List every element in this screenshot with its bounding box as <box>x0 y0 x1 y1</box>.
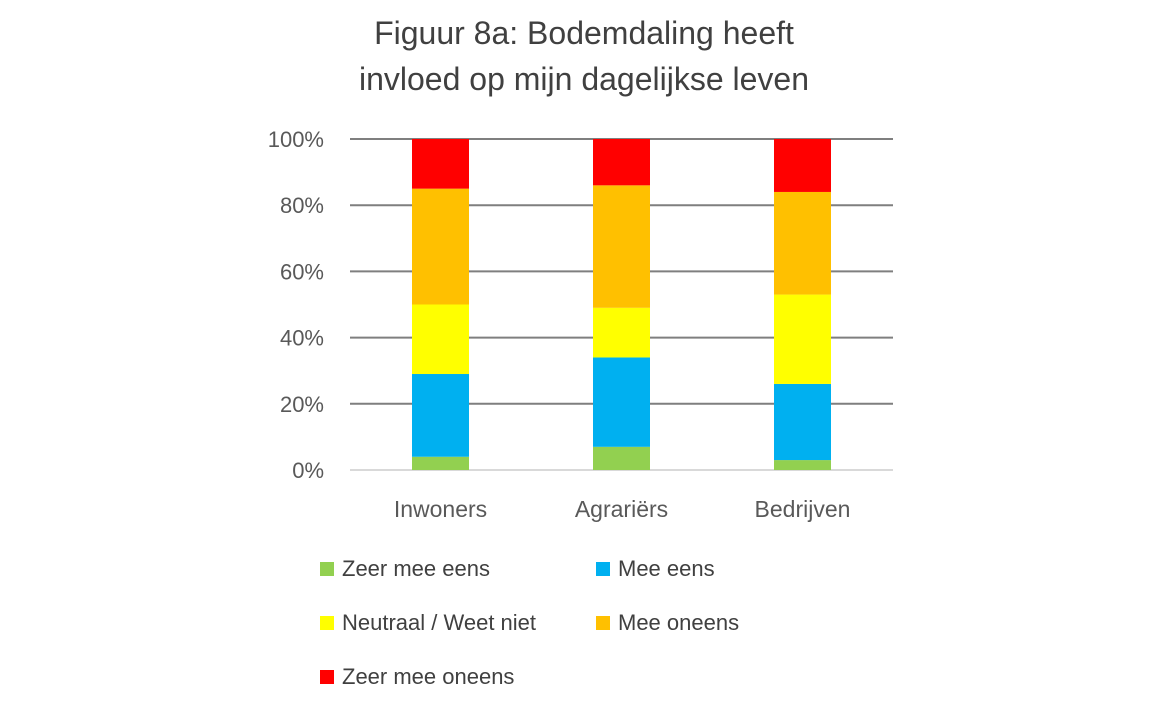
legend-item: Zeer mee oneens <box>320 664 514 690</box>
bar-segment <box>593 307 650 358</box>
legend-label: Zeer mee oneens <box>342 664 515 689</box>
bar-segment <box>412 139 469 189</box>
y-tick-label: 80% <box>280 193 324 218</box>
bar-segment <box>774 191 831 295</box>
legend-swatch <box>320 562 334 576</box>
y-tick-label: 20% <box>280 392 324 417</box>
legend-label: Mee eens <box>618 556 715 581</box>
y-tick-label: 0% <box>292 458 324 483</box>
bar-segment <box>774 294 831 384</box>
bar-segment <box>412 374 469 457</box>
legend-item: Mee oneens <box>596 610 739 636</box>
legend-label: Zeer mee eens <box>342 556 490 581</box>
chart-title: Figuur 8a: Bodemdaling heeft invloed op … <box>0 10 1168 102</box>
bar-segment <box>412 304 469 375</box>
x-tick-label: Agrariërs <box>575 496 668 522</box>
bar-segment <box>774 139 831 192</box>
chart-title-line-2: invloed op mijn dagelijkse leven <box>358 61 810 97</box>
bar-segment <box>412 188 469 305</box>
legend-swatch <box>596 562 610 576</box>
bar-segment <box>593 446 650 470</box>
chart-title-line-1: Figuur 8a: Bodemdaling heeft <box>374 15 794 51</box>
legend-item: Zeer mee eens <box>320 556 490 582</box>
legend-swatch <box>320 616 334 630</box>
legend-label: Mee oneens <box>618 610 740 635</box>
bar-segment <box>412 456 469 470</box>
legend-swatch <box>596 616 610 630</box>
bar-segment <box>593 139 650 186</box>
bar-segment <box>593 357 650 447</box>
bar-segment <box>774 460 831 470</box>
legend-item: Neutraal / Weet niet <box>320 610 536 636</box>
legend-item: Mee eens <box>596 556 715 582</box>
y-tick-label: 100% <box>268 127 324 152</box>
legend-label: Neutraal / Weet niet <box>342 610 537 635</box>
y-tick-label: 60% <box>280 259 324 284</box>
x-tick-label: Bedrijven <box>755 496 851 522</box>
bar-segment <box>774 383 831 461</box>
legend-swatch <box>320 670 334 684</box>
y-tick-label: 40% <box>280 326 324 351</box>
bar-segment <box>593 185 650 308</box>
x-tick-label: Inwoners <box>394 496 487 522</box>
